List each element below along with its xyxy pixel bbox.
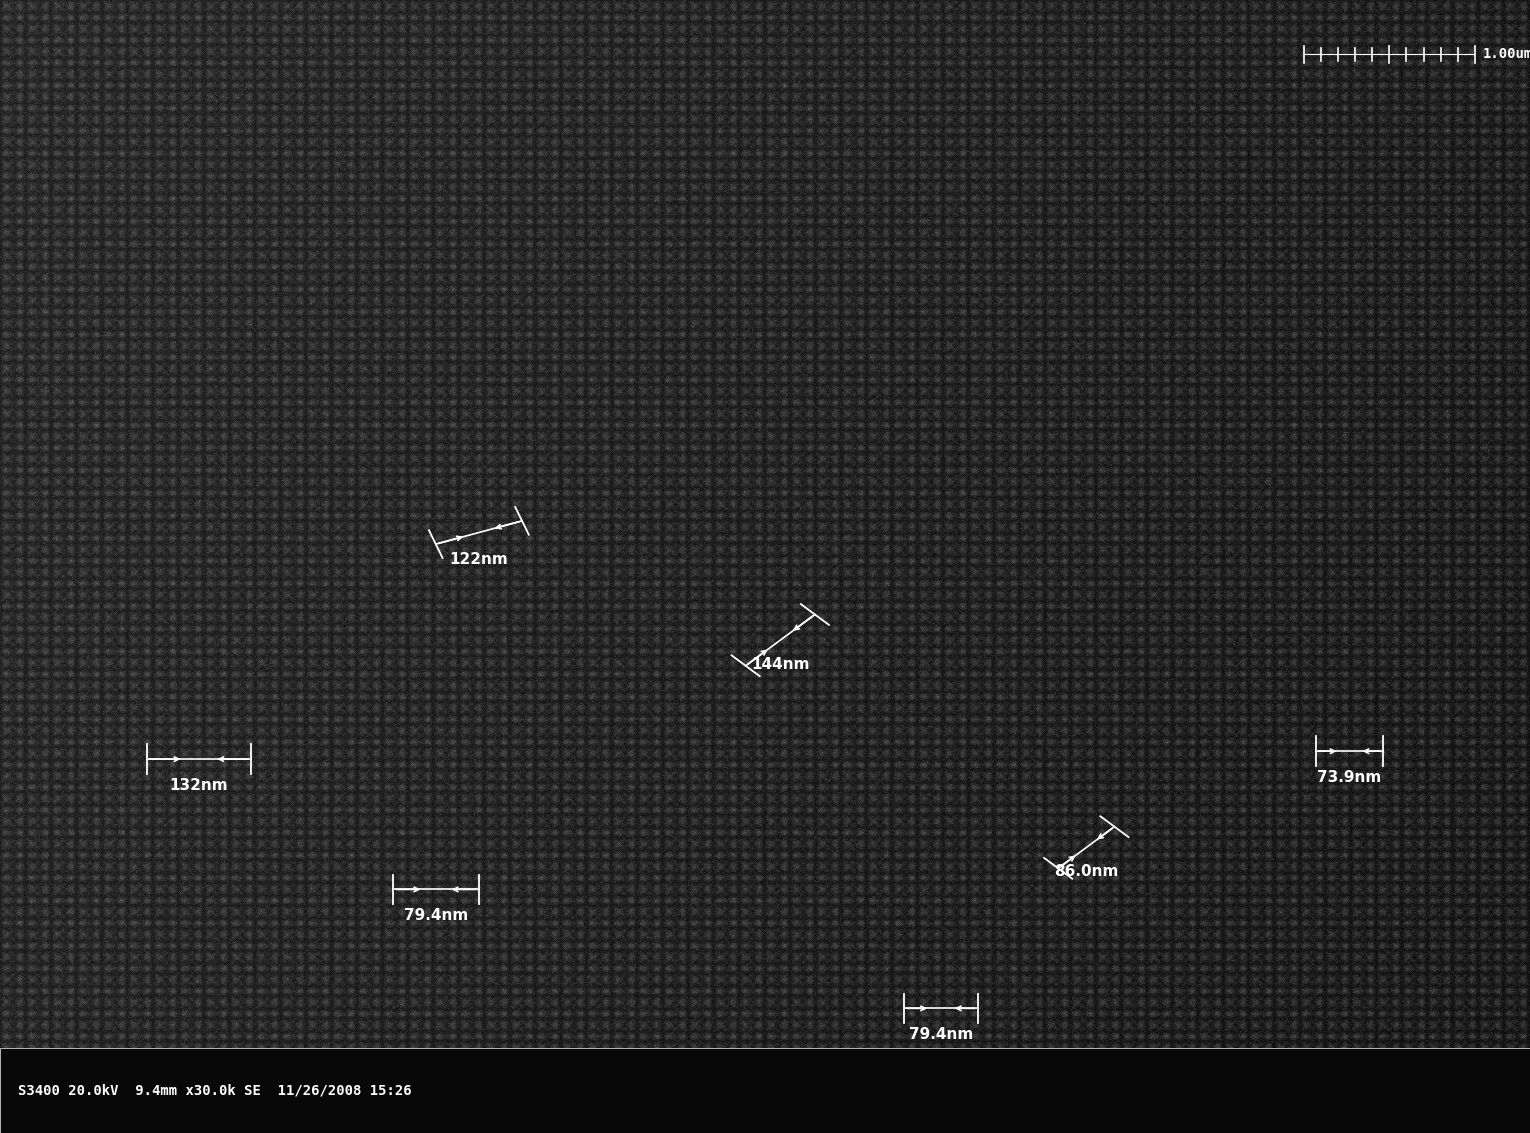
Text: 86.0nm: 86.0nm	[1054, 864, 1118, 879]
Text: 73.9nm: 73.9nm	[1317, 770, 1382, 785]
Text: 79.4nm: 79.4nm	[404, 909, 468, 923]
Text: S3400 20.0kV  9.4mm x30.0k SE  11/26/2008 15:26: S3400 20.0kV 9.4mm x30.0k SE 11/26/2008 …	[18, 1083, 412, 1098]
Text: 132nm: 132nm	[170, 778, 228, 793]
Text: 79.4nm: 79.4nm	[909, 1028, 973, 1042]
Text: 144nm: 144nm	[751, 657, 809, 672]
Text: 1.00um: 1.00um	[1483, 48, 1530, 61]
Bar	[0, 1048, 1530, 1133]
Text: 122nm: 122nm	[450, 552, 508, 566]
